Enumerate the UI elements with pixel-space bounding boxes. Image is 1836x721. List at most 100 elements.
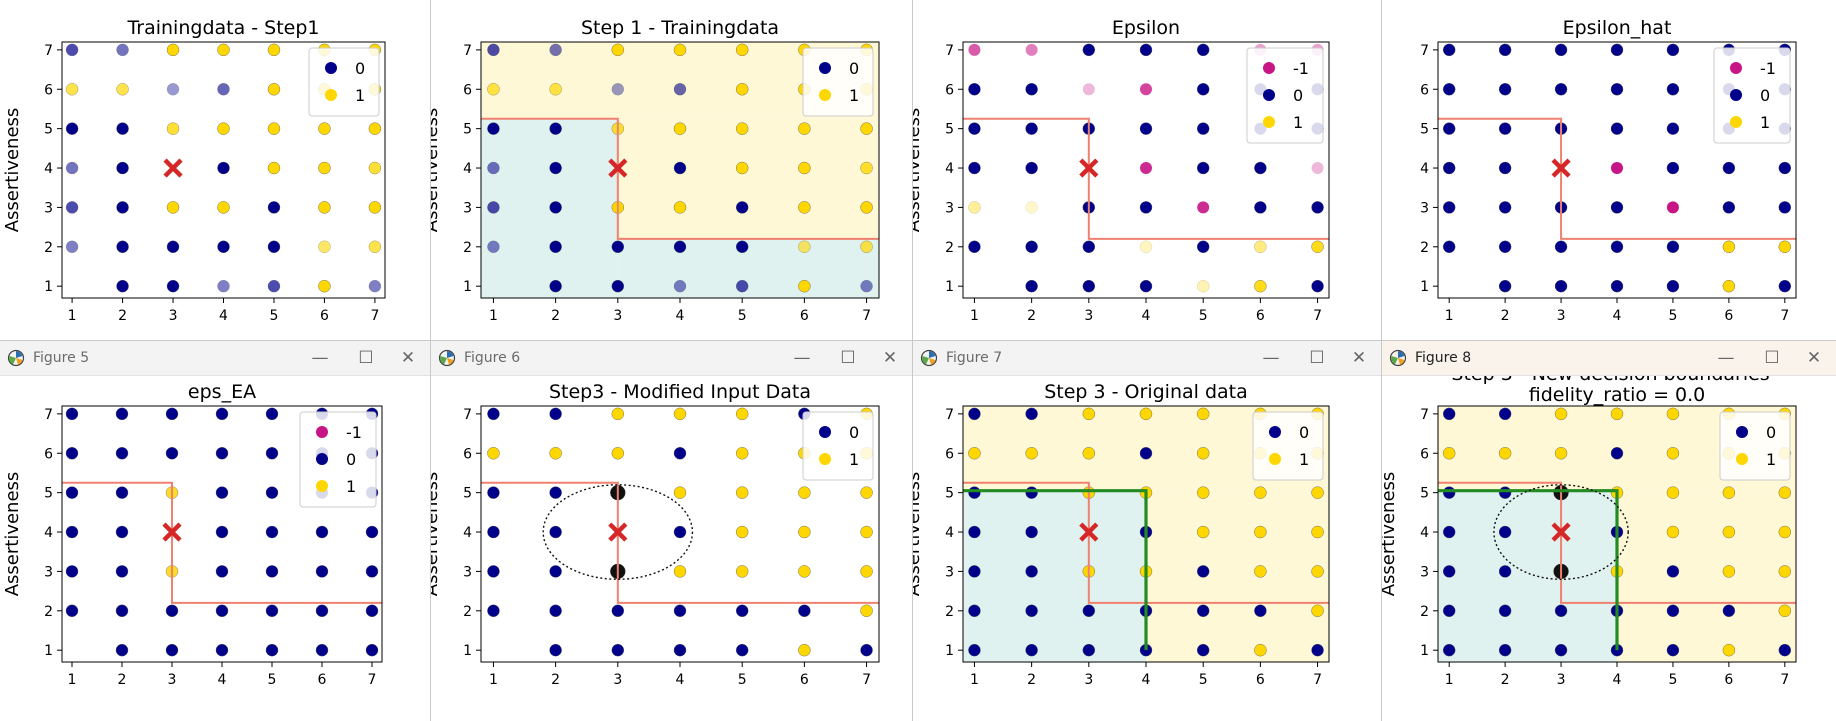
legend-label: 0 <box>355 59 365 78</box>
close-icon[interactable]: ✕ <box>1806 348 1822 368</box>
figure-window-5[interactable]: Figure 5 — ☐ ✕ eps_EA 1 2 3 4 5 6 7 1 2 3 4 5 6 7 Asser… <box>0 341 430 721</box>
title-bar[interactable]: Figure 8 — ☐ ✕ <box>1382 341 1836 376</box>
y-tick-label: 7 <box>463 43 472 59</box>
y-tick-label: 5 <box>44 122 53 138</box>
query-point-marker <box>1551 522 1571 542</box>
data-point <box>549 407 562 421</box>
decision-boundary-line <box>963 117 1329 240</box>
data-point <box>1666 486 1680 499</box>
data-point <box>968 161 981 175</box>
x-tick-label: 1 <box>68 308 77 324</box>
close-icon[interactable]: ✕ <box>882 348 898 368</box>
decision-region <box>1438 490 1617 662</box>
data-point <box>735 43 749 57</box>
maximize-icon[interactable]: ☐ <box>358 348 374 368</box>
data-point <box>116 240 129 254</box>
legend-label: 1 <box>1760 113 1770 132</box>
maximize-icon[interactable]: ☐ <box>1309 348 1325 368</box>
figure-window-4: Epsilon_hat 1 2 3 4 5 6 7 1 2 3 4 5 6 7 -1 0 1 <box>1382 0 1836 340</box>
data-point <box>1610 83 1624 96</box>
y-tick-label: 7 <box>44 43 53 59</box>
data-point <box>1442 201 1456 214</box>
data-point <box>318 240 331 254</box>
y-tick-label: 2 <box>945 604 954 620</box>
maximize-icon[interactable]: ☐ <box>1764 348 1780 368</box>
legend: 01 <box>1719 411 1791 481</box>
data-point <box>1722 240 1736 254</box>
data-point <box>549 447 562 460</box>
close-icon[interactable]: ✕ <box>1351 348 1367 368</box>
y-tick-label: 6 <box>463 446 472 462</box>
new-boundary-line <box>1438 489 1619 651</box>
data-point <box>611 407 625 421</box>
data-point <box>65 486 79 499</box>
data-point <box>215 565 229 578</box>
new-boundary-line <box>963 489 1148 651</box>
data-point <box>1498 201 1512 214</box>
data-point <box>735 201 749 214</box>
data-point <box>265 486 279 499</box>
title-bar[interactable]: Figure 7 — ☐ ✕ <box>913 341 1381 376</box>
legend-label: 0 <box>1293 86 1303 105</box>
plot-5: eps_EA 1 2 3 4 5 6 7 1 2 3 4 5 6 7 Assertiveness -1 0 1 <box>2 381 383 688</box>
data-point <box>798 122 811 135</box>
data-point <box>1722 161 1736 175</box>
data-point <box>1778 604 1792 618</box>
data-point <box>549 525 562 539</box>
figure-window-7[interactable]: Figure 7 — ☐ ✕ Step 3 - Original data 1 2 3… <box>913 341 1381 721</box>
data-point <box>1722 565 1736 578</box>
data-point <box>1139 447 1153 460</box>
data-point <box>1025 525 1038 539</box>
title-bar[interactable]: Figure 6 — ☐ ✕ <box>431 341 912 376</box>
plot-7: Step 3 - Original data 1 2 3 4 5 6 7 1 2 3 4 5 6 7 Asse… <box>913 381 1330 688</box>
minimize-icon[interactable]: — <box>793 348 811 368</box>
data-point <box>860 486 873 499</box>
data-point <box>968 83 981 96</box>
data-point <box>1196 407 1210 421</box>
data-point <box>735 407 749 421</box>
data-point <box>673 565 687 578</box>
figure-window-6[interactable]: Figure 6 — ☐ ✕ Step3 - Modified Input Da… <box>431 341 912 721</box>
close-icon[interactable]: ✕ <box>400 348 416 368</box>
legend-label: 0 <box>849 59 859 78</box>
data-point <box>318 122 331 135</box>
data-point <box>1610 407 1624 421</box>
minimize-icon[interactable]: — <box>1717 348 1735 368</box>
data-point <box>1139 43 1153 57</box>
data-point <box>798 279 811 293</box>
minimize-icon[interactable]: — <box>1262 348 1280 368</box>
y-tick-label: 4 <box>945 525 954 541</box>
data-point <box>1082 43 1096 57</box>
window-title: Figure 6 <box>464 350 521 366</box>
data-point <box>1722 643 1736 657</box>
data-point <box>1722 525 1736 539</box>
y-tick-label: 5 <box>44 486 53 502</box>
minimize-icon[interactable]: — <box>311 348 329 368</box>
data-point <box>1025 604 1038 618</box>
maximize-icon[interactable]: ☐ <box>840 348 856 368</box>
plot-8: Step 3 - New decision boundaries -fideli… <box>1382 376 1797 688</box>
decision-boundary-line <box>1438 117 1796 240</box>
data-point <box>1666 525 1680 539</box>
data-point <box>549 201 562 214</box>
window-title: Figure 5 <box>33 350 90 366</box>
y-tick-label: 3 <box>463 200 472 216</box>
plot-title: Step 1 - Trainingdata <box>581 17 779 39</box>
data-point <box>673 83 687 96</box>
data-point <box>735 279 749 293</box>
data-point <box>1082 447 1096 460</box>
plot-title: Trainingdata - Step1 <box>126 17 319 39</box>
title-bar[interactable]: Figure 5 — ☐ ✕ <box>0 341 430 376</box>
figure-window-8[interactable]: Figure 8 — ☐ ✕ Step 3 - New decision bou… <box>1382 341 1836 721</box>
y-tick-label: 1 <box>1420 643 1429 659</box>
data-point <box>487 240 500 254</box>
data-point <box>215 604 229 618</box>
data-point <box>1311 162 1324 175</box>
data-point <box>315 604 329 618</box>
y-tick-label: 4 <box>1420 525 1429 541</box>
data-point <box>1196 604 1210 618</box>
query-point-marker <box>1551 158 1571 178</box>
data-point <box>65 447 79 460</box>
data-point <box>1554 447 1568 460</box>
data-point <box>487 407 500 421</box>
